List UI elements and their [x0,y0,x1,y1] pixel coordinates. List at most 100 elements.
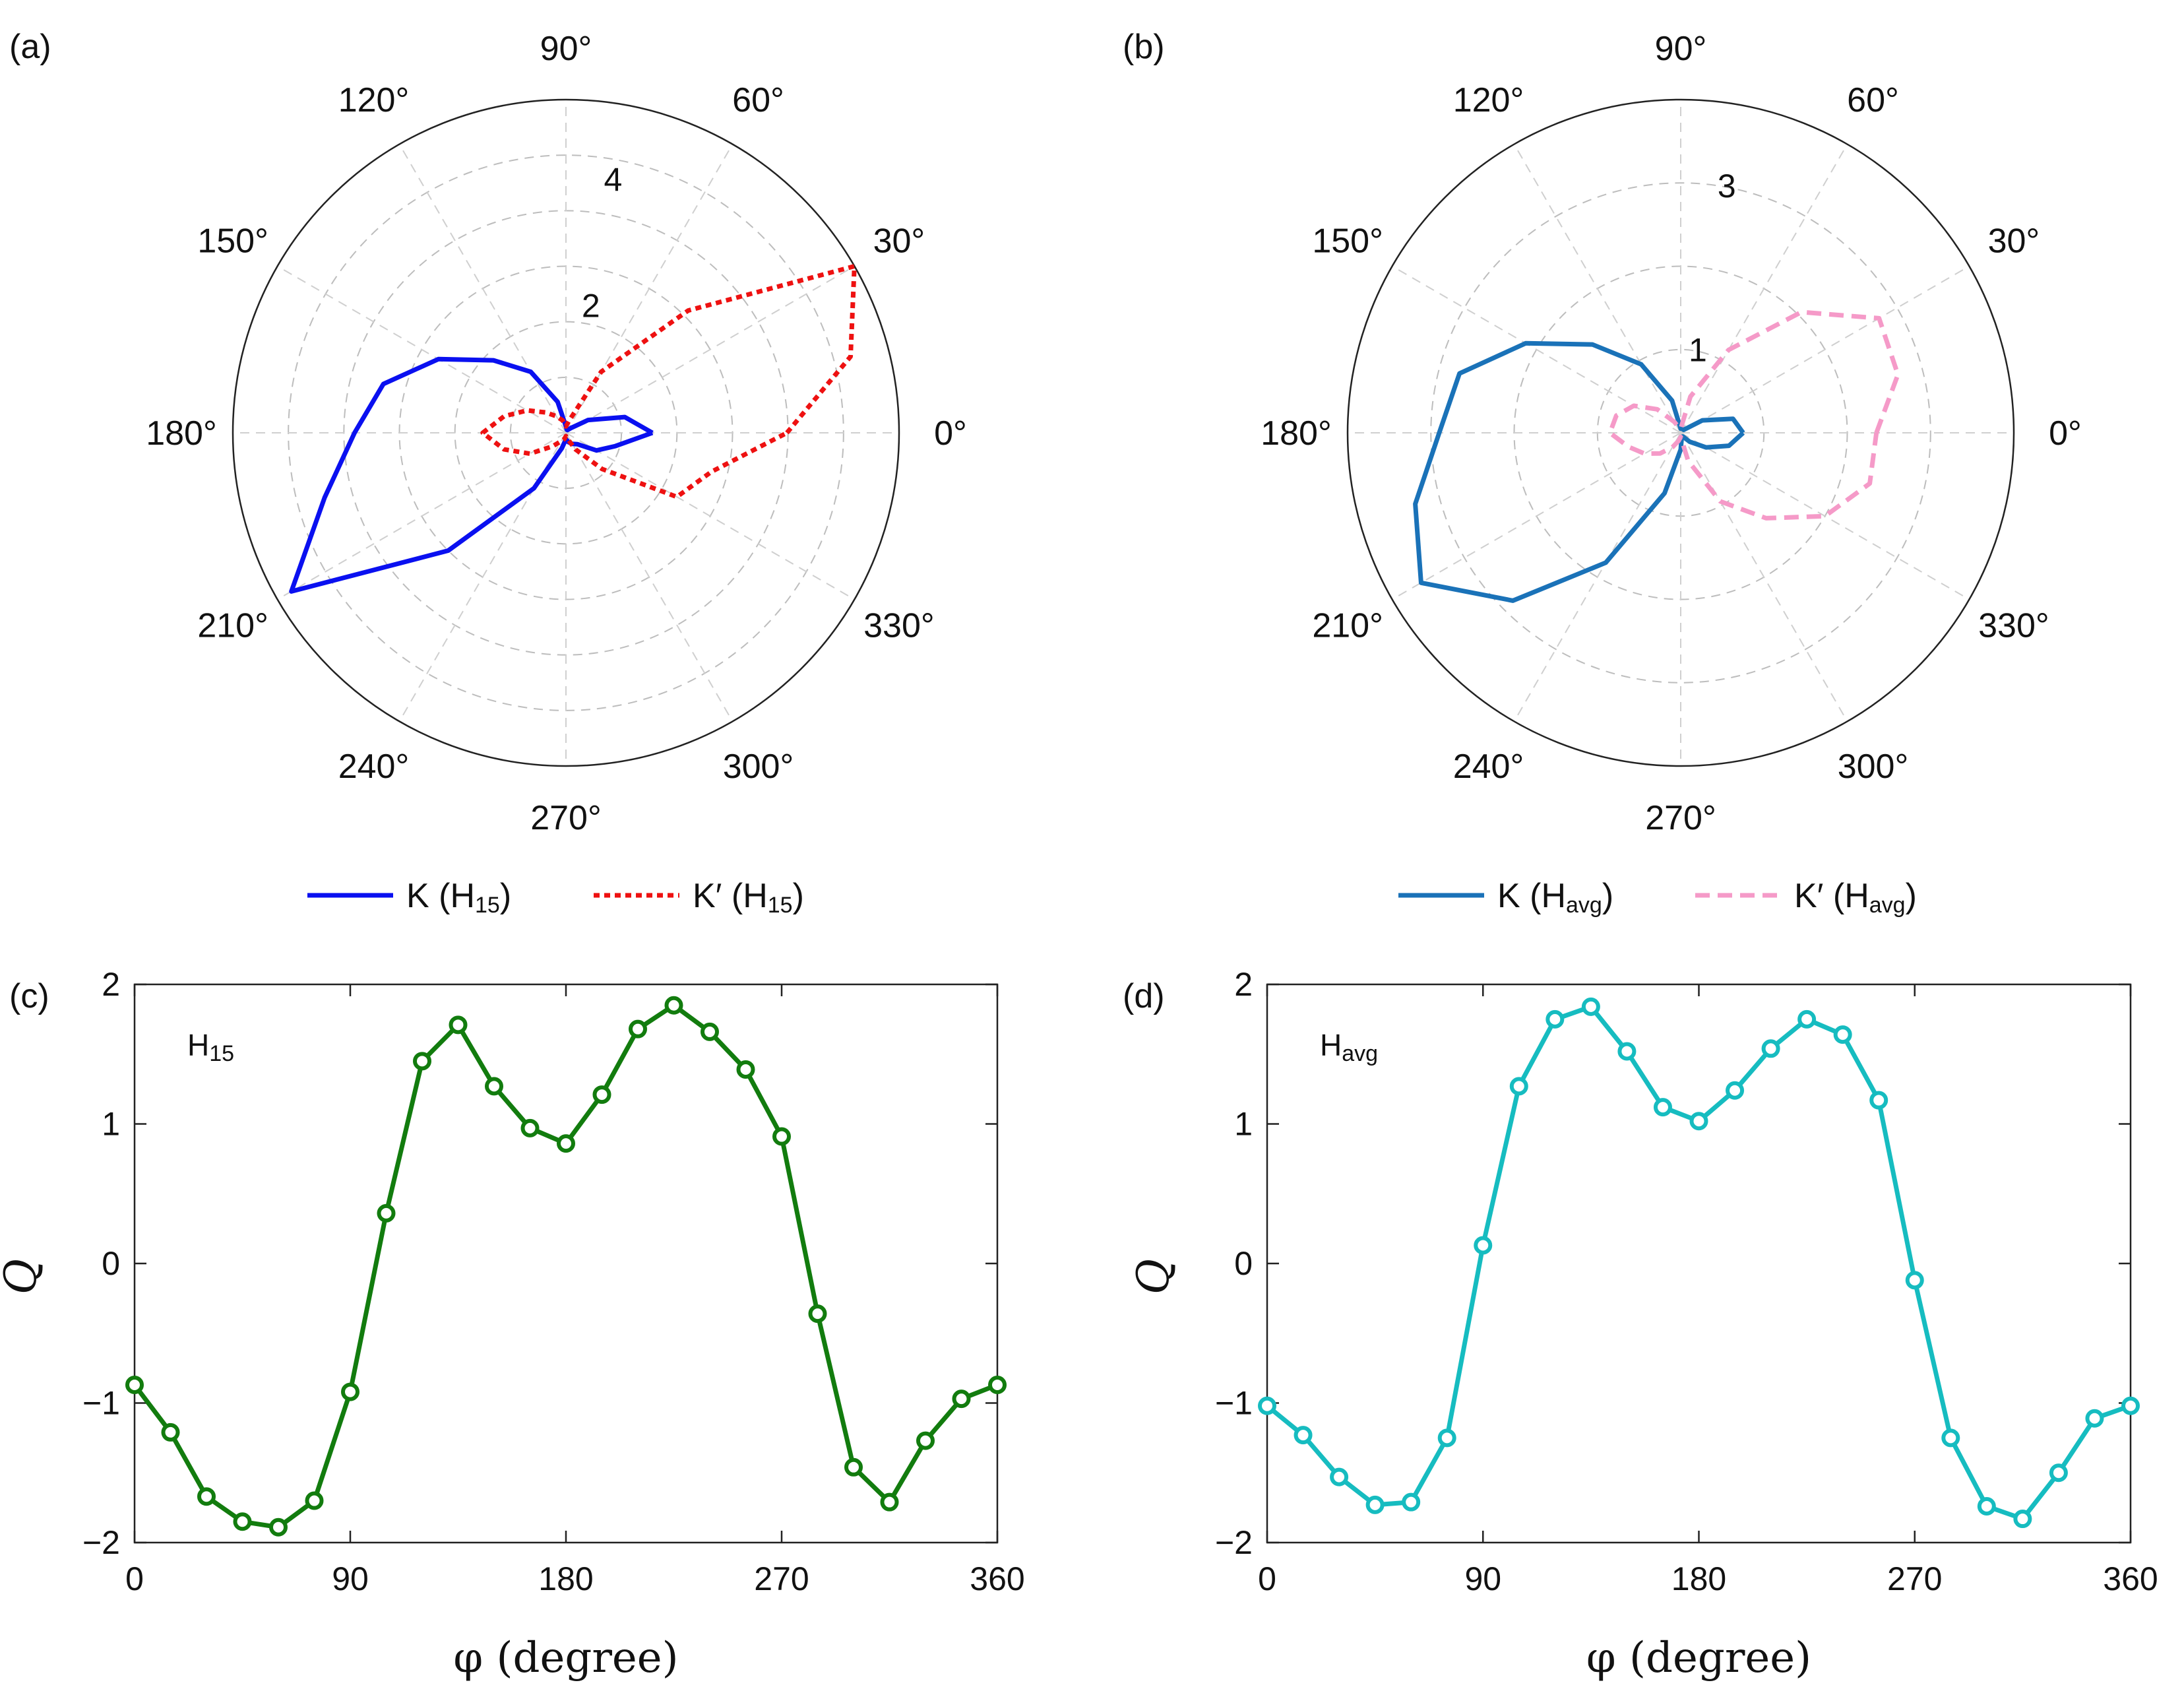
x-tick-label: 180 [538,1560,593,1597]
legend-label-1: K (H15) [406,877,511,918]
legend-label-2: K′ (Havg) [1794,877,1917,918]
legend-label-text: K (H [406,877,475,915]
y-axis-label: Q [0,1259,46,1294]
polar-angle-tick-label: 120° [1453,81,1524,119]
polar-grid-spoke [1680,432,1970,600]
polar-angle-tick-label: 300° [1838,748,1909,786]
x-tick-label: 180 [1671,1560,1726,1597]
polar-angle-tick-label: 330° [1978,607,2049,645]
x-tick-label: 270 [754,1560,809,1597]
annotation-text: H [1320,1028,1342,1062]
data-point [1294,1426,1313,1445]
polar-grid-spoke [1680,265,1970,433]
annotation-subscript: avg [1342,1041,1378,1066]
polar-chart-b: 130°30°60°90°120°150°180°210°240°270°300… [1261,30,2082,837]
x-tick-label: 0 [125,1560,144,1597]
data-point [413,1052,431,1071]
data-point [1905,1271,1924,1290]
data-point [844,1457,863,1477]
data-point [341,1382,359,1401]
polar-grid-spoke [1513,144,1681,433]
polar-grid-spoke [1392,432,1681,600]
polar-angle-tick-label: 270° [530,799,602,837]
data-point [2049,1463,2068,1483]
data-point [772,1127,791,1146]
annotation-subscript: 15 [209,1041,234,1066]
y-tick-label: −1 [1215,1385,1253,1422]
x-axis-label: φ (degree) [453,1634,678,1682]
polar-chart-a: 240°30°60°90°120°150°180°210°240°270°300… [146,30,967,837]
data-point [1941,1428,1960,1448]
legend-label-close: ) [1906,877,1917,915]
data-point [1509,1077,1528,1096]
panel-label-b: (b) [1123,28,1165,66]
y-axis-label: Q [1128,1259,1179,1294]
x-tick-label: 90 [1464,1560,1501,1597]
polar-angle-tick-label: 90° [1655,30,1707,68]
x-tick-label: 270 [1887,1560,1942,1597]
polar-series-line-2 [480,264,857,499]
polar-grid-ring [1430,182,1931,684]
polar-angle-tick-label: 210° [197,607,268,645]
series-annotation: Havg [1320,1028,1378,1066]
data-point [808,1304,827,1324]
y-tick-label: 1 [1234,1106,1253,1143]
polar-angle-tick-label: 180° [146,414,217,453]
legend-a: K (H15) K′ (H15) [307,877,804,918]
data-point [1833,1025,1852,1044]
data-point [592,1085,611,1104]
y-tick-label: −2 [82,1524,120,1561]
data-point [1653,1098,1672,1117]
polar-grid-spoke [398,144,567,433]
legend-label-subscript: avg [1869,893,1906,918]
y-tick-label: −2 [1215,1524,1253,1561]
polar-angle-tick-label: 60° [732,81,784,119]
polar-grid-spoke [1680,144,1848,433]
line-chart-d: 0 90 180 270 360 −2 −1 0 1 2 φ (degree) Q Havg [1128,966,2158,1682]
data-point [1581,997,1600,1016]
plot-frame [1266,983,2132,1544]
polar-angle-tick-label: 300° [723,748,794,786]
data-point [1330,1467,1349,1486]
data-point [629,1019,647,1038]
polar-angle-tick-label: 0° [2049,414,2082,453]
y-tick-label: 0 [1234,1245,1253,1282]
data-point [1258,1396,1276,1415]
data-point [269,1517,288,1537]
data-point [161,1422,180,1442]
data-point [1402,1492,1421,1512]
data-point [1437,1428,1456,1448]
legend-label-subscript: 15 [475,893,500,918]
data-point [701,1022,719,1041]
legend-label-close: ) [793,877,804,915]
polar-angle-tick-label: 90° [540,30,592,68]
data-point [1545,1009,1565,1029]
data-point [2121,1396,2140,1415]
polar-r-tick-label: 2 [582,288,600,325]
polar-angle-tick-label: 240° [338,748,410,786]
polar-angle-tick-label: 120° [338,81,410,119]
data-point [2013,1510,2032,1529]
legend-b: K (Havg) K′ (Havg) [1398,877,1917,918]
legend-label-close: ) [1602,877,1613,915]
polar-angle-tick-label: 150° [1312,222,1383,261]
polar-series-line-2 [1607,309,1900,521]
y-tick-label: 2 [102,966,120,1003]
data-point [1365,1495,1385,1514]
polar-angle-tick-label: 270° [1645,799,1716,837]
data-point [557,1134,575,1153]
legend-label-text: K′ (H [1794,877,1869,915]
data-point [664,996,683,1015]
x-tick-label: 90 [332,1560,369,1597]
polar-angle-tick-label: 150° [197,222,268,261]
polar-grid-spoke [1680,432,1848,722]
polar-grid-spoke [277,432,567,600]
y-tick-label: 2 [1234,966,1253,1003]
polar-angle-tick-label: 240° [1453,748,1524,786]
polar-r-tick-label: 1 [1689,332,1707,369]
panel-labels: (a) (b) (c) (d) [9,28,1165,1015]
data-point [449,1015,468,1035]
data-point [2085,1409,2104,1428]
polar-angle-tick-label: 180° [1261,414,1332,453]
legend-label-close: ) [500,877,511,915]
